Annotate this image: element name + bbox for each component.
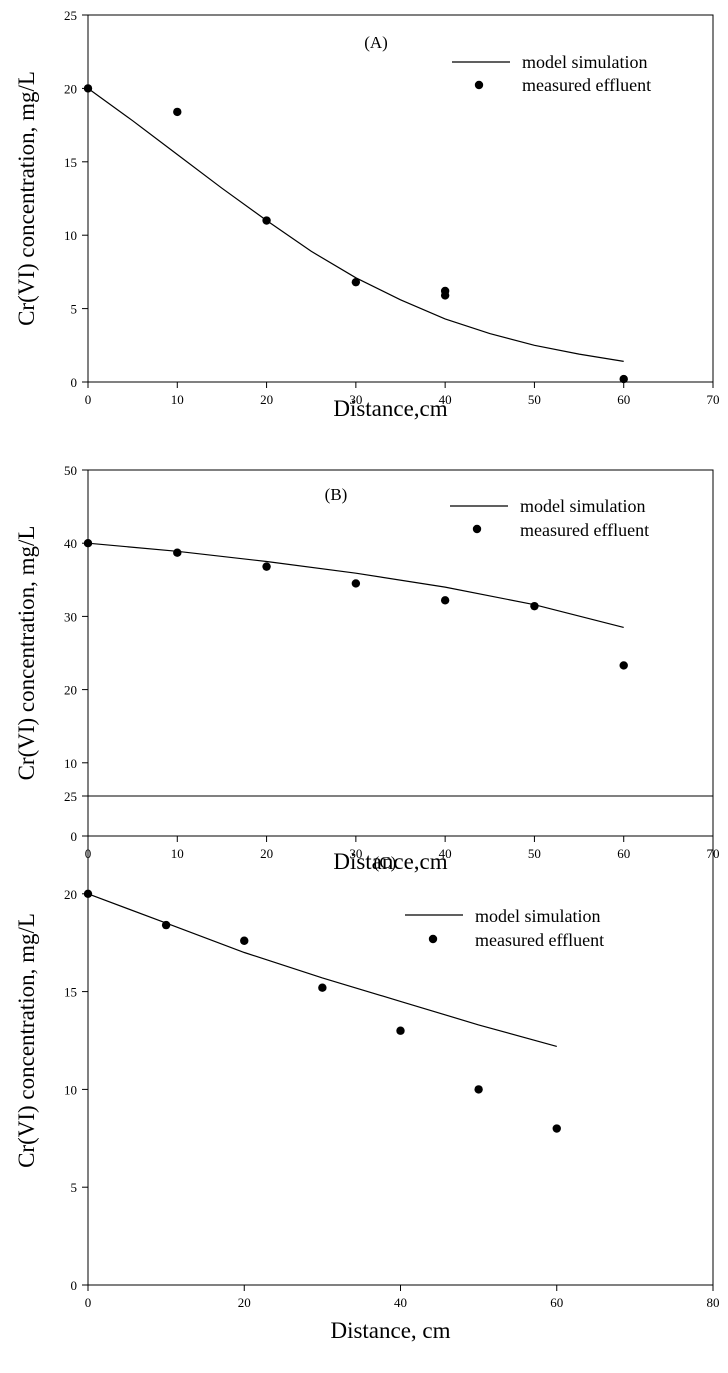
- measured-effluent-point: [552, 1124, 561, 1133]
- legend: model simulation measured effluent: [450, 496, 649, 540]
- x-tick-label: 80: [707, 1295, 720, 1310]
- measured-effluent-point: [262, 216, 271, 225]
- y-tick-label: 15: [64, 155, 77, 170]
- x-tick-label: 30: [349, 392, 362, 407]
- x-tick-label: 20: [238, 1295, 251, 1310]
- legend-dot-swatch: [428, 934, 438, 944]
- legend-entry-model: model simulation: [475, 906, 601, 926]
- legend: model simulation measured effluent: [405, 906, 604, 950]
- measured-effluent-point: [474, 1085, 483, 1094]
- x-tick-label: 70: [707, 392, 720, 407]
- measured-effluent-point: [440, 291, 450, 300]
- y-tick-label: 50: [64, 463, 77, 478]
- plot-frame: [87, 469, 714, 837]
- plot-frame: [87, 14, 714, 383]
- legend-entry-measured: measured effluent: [522, 75, 651, 95]
- panel-label: (A): [364, 33, 388, 52]
- x-tick-label: 60: [617, 392, 630, 407]
- legend-entry-measured: measured effluent: [520, 520, 649, 540]
- model-simulation-line: [87, 87, 624, 362]
- legend-dot-swatch: [472, 524, 482, 534]
- y-tick-label: 40: [64, 536, 77, 551]
- x-tick-label: 50: [528, 846, 541, 861]
- y-tick-label: 5: [71, 302, 78, 317]
- chart-panel-3: 0 20 40 60 80 0 5 10 15 20 25 Distance, cm Cr(VI) co…: [14, 789, 720, 1343]
- legend-entry-model: model simulation: [520, 496, 646, 516]
- measured-effluent-point: [173, 548, 182, 557]
- x-tick-label: 60: [550, 1295, 563, 1310]
- y-tick-label: 0: [71, 375, 78, 390]
- panel-label: (B): [325, 485, 348, 504]
- measured-effluent-point: [440, 596, 450, 605]
- measured-effluent-point: [619, 661, 628, 670]
- measured-effluent-point: [619, 374, 628, 384]
- y-tick-label: 15: [64, 985, 77, 1000]
- measured-effluent-point: [396, 1026, 405, 1035]
- measured-effluent-point: [351, 277, 361, 287]
- x-tick-label: 30: [349, 846, 362, 861]
- y-tick-label: 0: [71, 829, 78, 844]
- y-tick-label: 10: [64, 1082, 77, 1097]
- y-tick-label: 20: [64, 81, 77, 96]
- y-axis-label: Cr(VI) concentration, mg/L: [14, 913, 39, 1168]
- measured-effluent-point: [161, 920, 171, 930]
- x-axis-label: Distance,cm: [333, 396, 447, 421]
- y-axis-label: Cr(VI) concentration, mg/L: [14, 71, 39, 326]
- measured-effluent-point: [318, 983, 327, 992]
- x-tick-label: 10: [171, 392, 184, 407]
- measured-effluent-point: [83, 889, 93, 898]
- y-tick-label: 5: [71, 1180, 78, 1195]
- x-tick-label: 40: [394, 1295, 407, 1310]
- panel-label: (C): [374, 853, 397, 872]
- measured-effluent-point: [83, 84, 93, 93]
- legend-entry-measured: measured effluent: [475, 930, 604, 950]
- y-tick-label: 25: [64, 789, 77, 804]
- x-tick-label: 0: [85, 392, 92, 407]
- measured-effluent-point: [351, 579, 361, 588]
- y-axis-label: Cr(VI) concentration, mg/L: [14, 526, 39, 781]
- y-tick-label: 0: [71, 1278, 78, 1293]
- measured-effluent-point: [262, 562, 271, 571]
- x-tick-label: 20: [260, 392, 273, 407]
- legend: model simulation measured effluent: [452, 52, 651, 95]
- measured-effluent-point: [240, 936, 249, 945]
- measured-effluent-point: [83, 539, 93, 548]
- chart-panel-1: 0 10 20 30 40 50 60 70 0 5 10 15 20 25 Distance,cm Cr(V…: [14, 8, 720, 421]
- x-tick-label: 20: [260, 846, 273, 861]
- y-tick-label: 30: [64, 609, 77, 624]
- y-tick-label: 10: [64, 228, 77, 243]
- x-tick-label: 40: [439, 846, 452, 861]
- x-axis-label: Distance,cm: [333, 849, 447, 874]
- y-tick-label: 20: [64, 887, 77, 902]
- y-tick-label: 20: [64, 683, 77, 698]
- measured-effluent-point: [173, 107, 182, 117]
- x-tick-label: 40: [439, 392, 452, 407]
- chart-panel-2: 0 10 20 30 40 50 60 7001020304050Distance,cmCr(…: [14, 463, 720, 874]
- x-tick-label: 60: [617, 846, 630, 861]
- y-tick-label: 10: [64, 756, 77, 771]
- x-tick-label: 50: [528, 392, 541, 407]
- measured-effluent-point: [530, 601, 539, 611]
- x-tick-label: 0: [85, 1295, 92, 1310]
- legend-entry-model: model simulation: [522, 52, 648, 72]
- y-tick-label: 25: [64, 8, 77, 23]
- legend-dot-swatch: [474, 80, 484, 90]
- x-tick-label: 10: [171, 846, 184, 861]
- x-axis-label: Distance, cm: [330, 1318, 450, 1343]
